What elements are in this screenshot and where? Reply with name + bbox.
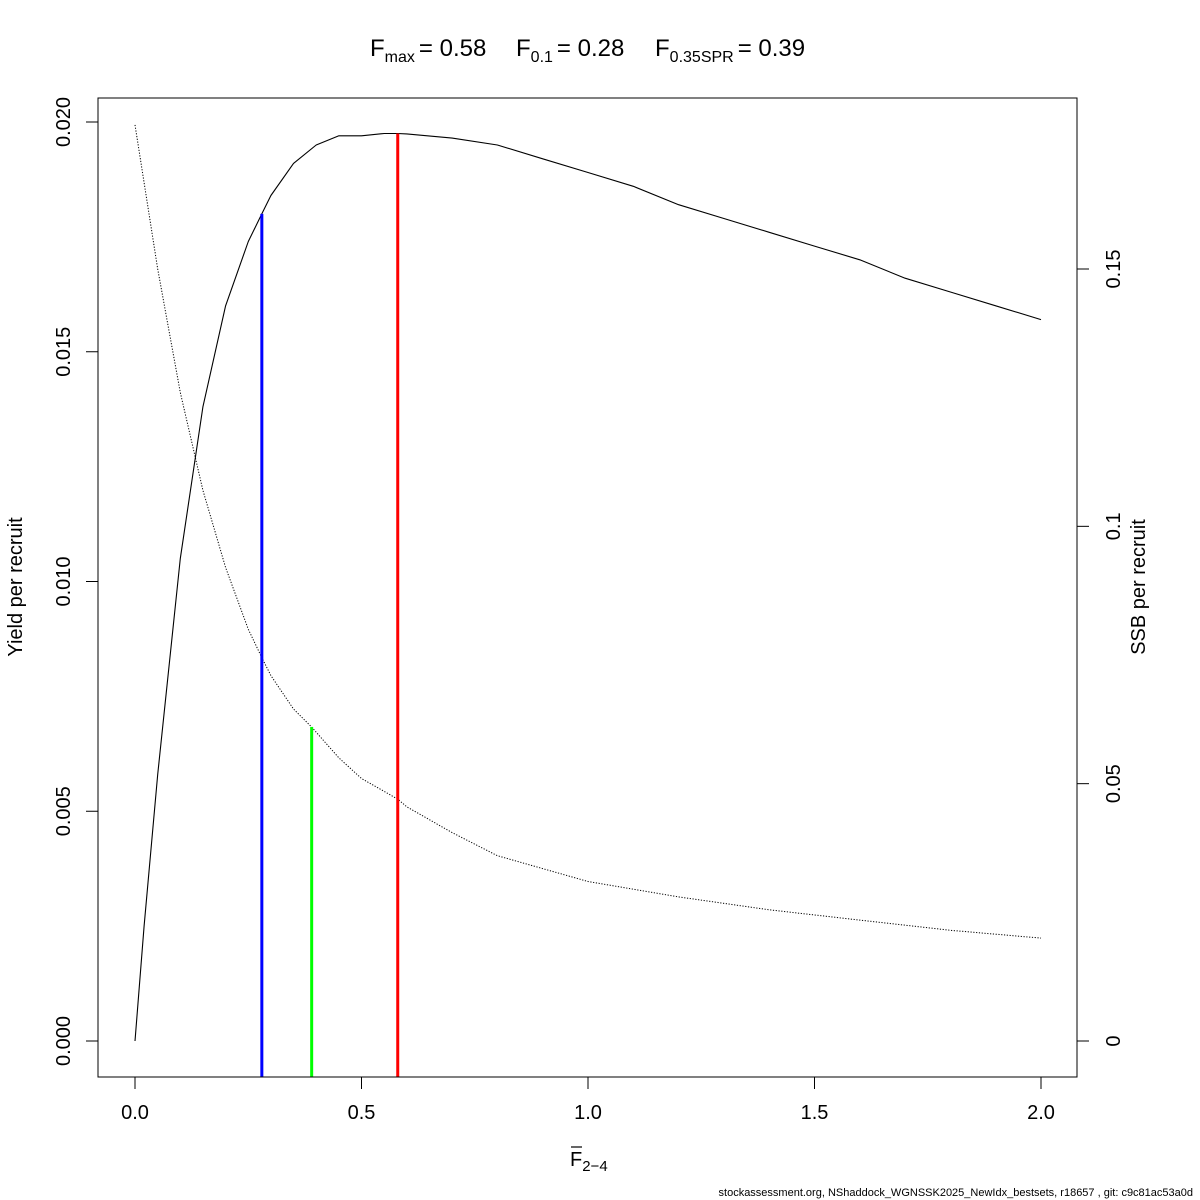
x-tick-label: 2.0: [1027, 1102, 1055, 1124]
y-left-tick-label: 0.005: [53, 786, 75, 836]
y-right-tick-label: 0.15: [1103, 250, 1125, 289]
x-tick-label: 1.0: [574, 1102, 602, 1124]
svg-text:F2−4: F2−4: [570, 1149, 608, 1175]
y-left-tick-label: 0.020: [53, 97, 75, 147]
x-tick-label: 0.5: [348, 1102, 376, 1124]
x-tick-label: 0.0: [121, 1102, 149, 1124]
title-fspr: F0.35SPR = 0.39: [655, 35, 805, 66]
title-f01: F0.1 = 0.28: [516, 35, 624, 66]
reference-lines: [260, 133, 400, 1077]
chart-title: Fmax = 0.58 F0.1 = 0.28 F0.35SPR = 0.39: [370, 35, 805, 66]
y-axis-right: 0 0.05 0.1 0.15: [1076, 250, 1125, 1047]
y-axis-left-title: Yield per recruit: [5, 517, 27, 657]
x-axis-title-base: F: [570, 1149, 582, 1171]
ssb-per-recruit-line: [134, 124, 1042, 939]
x-axis: 0.0 0.5 1.0 1.5 2.0: [121, 1076, 1055, 1124]
x-tick-label: 1.5: [801, 1102, 829, 1124]
y-left-tick-label: 0.015: [53, 327, 75, 377]
y-left-tick-label: 0.000: [53, 1016, 75, 1066]
series-layer: [134, 124, 1042, 1042]
y-right-tick-label: 0: [1103, 1035, 1125, 1046]
x-axis-title: F2−4: [570, 1146, 608, 1175]
y-right-tick-label: 0.05: [1103, 764, 1125, 803]
y-left-tick-label: 0.010: [53, 556, 75, 606]
plot-frame: [97, 97, 1078, 1078]
footer-credit: stockassessment.org, NShaddock_WGNSSK202…: [719, 1187, 1193, 1199]
title-fmax: Fmax = 0.58: [370, 35, 486, 66]
y-axis-left: 0.000 0.005 0.010 0.015 0.020: [53, 97, 99, 1066]
y-axis-right-title: SSB per recruit: [1128, 519, 1150, 655]
x-axis-title-sub: 2−4: [582, 1158, 607, 1175]
y-right-tick-label: 0.1: [1103, 512, 1125, 540]
yield-per-recruit-line: [134, 132, 1042, 1042]
